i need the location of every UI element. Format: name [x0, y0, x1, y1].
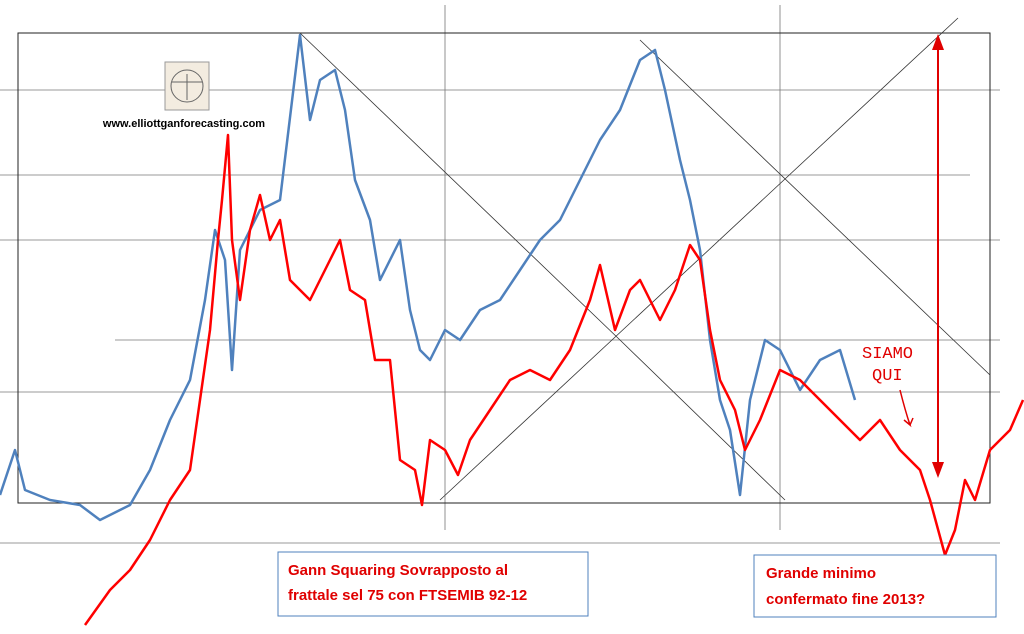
note: QUI — [872, 367, 903, 386]
pointer — [899, 389, 914, 428]
series-line — [0, 33, 857, 522]
note: SIAMO — [862, 345, 913, 364]
annotation-box — [753, 554, 997, 618]
gann-square — [17, 32, 991, 504]
annotation: Grande minimo — [766, 565, 876, 582]
annotation: Gann Squaring Sovrapposto al — [288, 562, 508, 579]
grid — [0, 5, 1000, 544]
range-arrow — [932, 34, 944, 478]
website: www.elliottganforecasting.com — [102, 118, 265, 130]
annotation: confermato fine 2013? — [766, 591, 925, 608]
logo — [164, 61, 210, 111]
annotation-box — [277, 551, 589, 617]
annotation: frattale sel 75 con FTSEMIB 92-12 — [288, 587, 527, 604]
series-line — [83, 133, 1024, 626]
